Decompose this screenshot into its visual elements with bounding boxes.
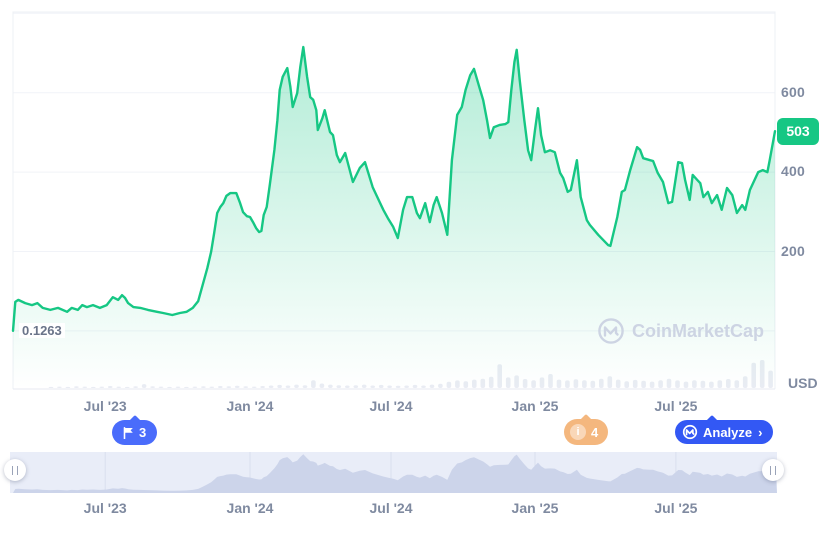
navigator-left-handle[interactable] [4,459,26,481]
coinmarketcap-watermark: CoinMarketCap [597,317,764,345]
watermark-text: CoinMarketCap [632,320,765,341]
price-area-fill [13,47,775,388]
x-tick: Jul '23 [83,398,127,414]
info-icon: i [570,424,586,440]
grip-icon [770,465,776,475]
x-tick: Jan '24 [226,500,274,516]
x-tick: Jul '24 [369,398,413,414]
y-axis-unit-label: USD [788,375,818,391]
flag-count: 3 [139,425,147,440]
y-axis-tick-200: 200 [781,242,805,259]
x-tick: Jul '23 [83,500,127,516]
y-axis-tick-600: 600 [781,83,805,100]
x-tick: Jul '25 [654,398,698,414]
grip-icon [12,465,18,475]
analyze-label: Analyze [703,424,753,440]
x-tick: Jan '25 [511,398,559,414]
y-axis-tick-400: 400 [781,163,805,180]
flag-icon [123,426,133,439]
chevron-right-icon: › [758,424,763,440]
navigator-right-handle[interactable] [762,459,784,481]
start-price-annotation: 0.1263 [19,322,65,338]
coinmarketcap-logo-icon [598,318,624,344]
info-count: 4 [591,424,599,440]
x-tick: Jul '25 [654,500,698,516]
info-annotations-badge[interactable]: i 4 [564,419,609,445]
analyze-button[interactable]: Analyze › [675,420,774,444]
x-tick: Jul '24 [369,500,413,516]
price-line [11,45,777,332]
navigator-silhouette [10,454,777,493]
coinmarketcap-logo-icon [682,424,698,440]
x-tick: Jan '25 [511,500,559,516]
current-price-badge: 503 [777,117,819,145]
flag-annotations-badge[interactable]: 3 [112,420,158,445]
x-tick: Jan '24 [226,398,274,414]
